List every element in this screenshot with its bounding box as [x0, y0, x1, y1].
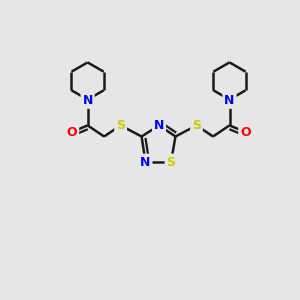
- Text: S: S: [116, 119, 125, 132]
- Text: N: N: [224, 94, 235, 107]
- Text: N: N: [82, 94, 93, 107]
- Text: S: S: [192, 119, 201, 132]
- Text: O: O: [67, 125, 77, 139]
- Text: S: S: [167, 155, 176, 169]
- Text: N: N: [154, 119, 164, 132]
- Text: N: N: [140, 155, 151, 169]
- Text: O: O: [240, 125, 251, 139]
